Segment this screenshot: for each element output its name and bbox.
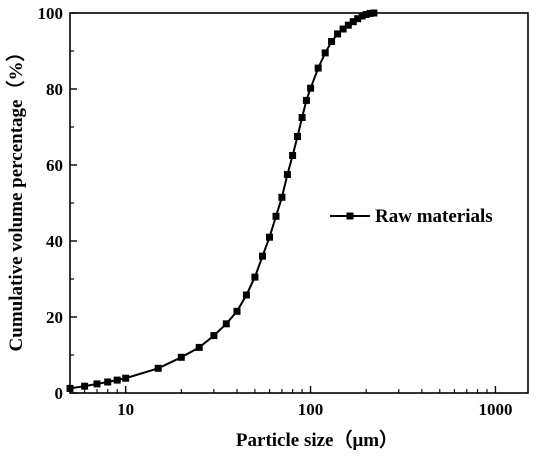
data-point [66, 384, 74, 392]
data-point [294, 133, 301, 140]
data-point [233, 307, 241, 315]
legend-marker [346, 212, 354, 220]
x-axis-title: Particle size（μm） [236, 428, 398, 451]
data-point [354, 15, 362, 23]
axes-layer: 0 20 40 60 80 100 10 100 1000 [38, 4, 529, 419]
data-point [302, 96, 310, 104]
data-point [321, 49, 329, 57]
data-point [283, 171, 291, 178]
y-axis-title: Cumulative volume percentage（%） [4, 43, 27, 352]
data-point [259, 252, 266, 260]
series-line [69, 12, 375, 390]
data-point [349, 18, 357, 26]
legend: Raw materials [330, 206, 493, 227]
data-point [177, 353, 185, 361]
data-point [93, 380, 101, 388]
data-point [210, 332, 218, 340]
data-point [289, 152, 297, 159]
data-point [278, 193, 286, 201]
data-point [81, 382, 89, 390]
x-tick-label: 1000 [478, 400, 512, 419]
y-tick-label: 80 [46, 80, 63, 99]
data-point [344, 21, 352, 29]
data-point [370, 9, 378, 17]
y-tick-label: 60 [46, 156, 63, 175]
data-point [154, 364, 162, 372]
data-point [334, 30, 342, 38]
legend-label: Raw materials [375, 206, 493, 227]
plot-frame [69, 12, 529, 394]
data-point [104, 378, 112, 386]
data-point [366, 9, 374, 17]
data-point [266, 233, 273, 241]
x-tick-label: 10 [117, 400, 134, 419]
data-point [272, 212, 280, 220]
data-point [113, 376, 121, 384]
x-tick-label: 100 [298, 400, 324, 419]
data-point [298, 114, 306, 121]
data-point [222, 320, 230, 328]
data-point [314, 64, 322, 72]
data-point [328, 38, 336, 45]
y-tick-label: 20 [46, 308, 63, 327]
y-tick-label: 40 [46, 232, 63, 251]
data-point [122, 374, 130, 382]
data-point [251, 273, 259, 281]
y-tick-label: 0 [55, 384, 64, 403]
data-point [362, 11, 370, 18]
data-point [242, 291, 250, 299]
data-point [307, 84, 315, 92]
data-point [195, 343, 203, 351]
marks-layer [66, 9, 378, 392]
y-tick-label: 100 [38, 4, 64, 23]
data-point [358, 12, 366, 20]
data-point [339, 25, 347, 33]
